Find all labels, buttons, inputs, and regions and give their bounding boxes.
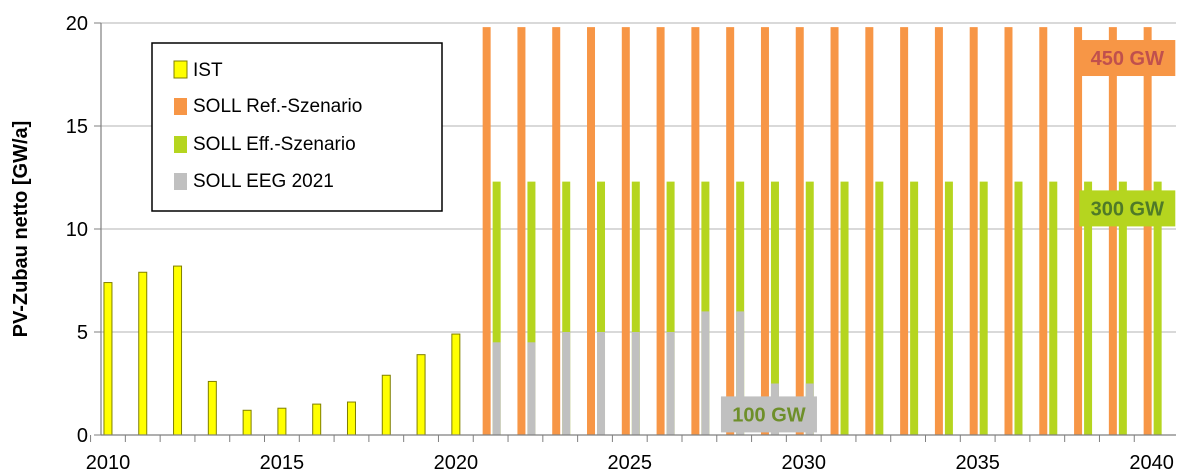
bar-2-2025: [631, 181, 640, 435]
bar-2-2037: [1049, 181, 1058, 435]
x-tick-label-2025: 2025: [608, 452, 653, 474]
bar-2-2024: [597, 181, 606, 435]
legend-swatch-eeg: [174, 173, 187, 190]
bar-1-2027: [691, 27, 700, 436]
bar-1-2033: [900, 27, 909, 436]
bar-2-2036: [1014, 181, 1023, 435]
legend-label-eff: SOLL Eff.-Szenario: [193, 134, 356, 155]
legend-item-ref: SOLL Ref.-Szenario: [174, 96, 362, 117]
bar-3-2026: [666, 332, 675, 435]
y-tick-label-20: 20: [66, 13, 88, 35]
x-tick-label-2015: 2015: [260, 452, 305, 474]
legend: IST SOLL Ref.-Szenario SOLL Eff.-Szenari…: [151, 42, 443, 212]
legend-swatch-eff: [174, 136, 187, 153]
bar-2-2022: [527, 181, 536, 435]
x-tick-label-2040: 2040: [1129, 452, 1174, 474]
bar-1-2022: [517, 27, 526, 436]
legend-swatch-ref: [174, 98, 187, 115]
x-tick-label-2035: 2035: [955, 452, 1000, 474]
bar-0-2016: [312, 403, 322, 436]
annotation-label-0: 450 GW: [1091, 48, 1164, 70]
x-tick-label-2020: 2020: [434, 452, 479, 474]
bar-2-2023: [562, 181, 571, 435]
bar-1-2038: [1074, 27, 1083, 436]
legend-label-ref: SOLL Ref.-Szenario: [193, 96, 362, 117]
annotation-label-1: 300 GW: [1091, 198, 1164, 220]
legend-label-ist: IST: [193, 60, 223, 81]
bar-1-2039: [1108, 27, 1117, 436]
bar-1-2036: [1004, 27, 1013, 436]
bar-1-2028: [726, 27, 735, 436]
bar-2-2032: [875, 181, 884, 435]
bar-0-2015: [277, 407, 287, 436]
legend-box: [151, 42, 443, 212]
bar-3-2021: [492, 342, 501, 435]
bar-1-2021: [482, 27, 491, 436]
bar-0-2020: [451, 333, 461, 436]
bar-2-2038: [1084, 181, 1093, 435]
legend-item-eff: SOLL Eff.-Szenario: [174, 134, 356, 155]
bar-2-2021: [492, 181, 501, 435]
bar-3-2024: [597, 332, 606, 435]
bar-0-2010: [103, 282, 113, 436]
bar-1-2031: [830, 27, 839, 436]
bar-3-2027: [701, 311, 710, 435]
bar-3-2023: [562, 332, 571, 435]
bar-2-2028: [736, 181, 745, 435]
bar-2-2027: [701, 181, 710, 435]
bar-2-2031: [840, 181, 849, 435]
legend-swatch-ist: [173, 60, 188, 79]
bar-2-2035: [979, 181, 988, 435]
bar-0-2012: [173, 265, 183, 436]
legend-label-eeg: SOLL EEG 2021: [193, 171, 334, 192]
bar-2-2040: [1153, 181, 1162, 435]
bar-1-2024: [587, 27, 596, 436]
bar-2-2029: [770, 181, 779, 435]
x-tick-label-2010: 2010: [86, 452, 131, 474]
bar-0-2014: [242, 409, 252, 436]
y-tick-label-15: 15: [66, 116, 88, 138]
bar-1-2023: [552, 27, 561, 436]
bar-2-2026: [666, 181, 675, 435]
axes: 0 5 10 15 20 2010 2015 2020 2025 2030 2035 2040: [66, 13, 1176, 474]
annotations: 450 GW 300 GW 100 GW: [720, 40, 1176, 433]
bar-1-2034: [934, 27, 943, 436]
bar-3-2028: [736, 311, 745, 435]
legend-item-eeg: SOLL EEG 2021: [174, 171, 334, 192]
bar-1-2035: [969, 27, 978, 436]
bar-3-2022: [527, 342, 536, 435]
bar-2-2039: [1118, 181, 1127, 435]
bar-0-2011: [138, 271, 148, 436]
bar-0-2017: [346, 401, 356, 436]
y-axis-label: PV-Zubau netto [GW/a]: [10, 121, 32, 338]
bar-1-2029: [760, 27, 769, 436]
bar-1-2030: [795, 27, 804, 436]
bar-1-2037: [1039, 27, 1048, 436]
annotation-box-0: [1079, 40, 1176, 77]
bar-1-2040: [1143, 27, 1152, 436]
bar-0-2019: [416, 354, 426, 436]
annotation-box-2: [720, 396, 817, 433]
y-tick-label-5: 5: [77, 322, 88, 344]
bar-3-2025: [631, 332, 640, 435]
annotation-label-2: 100 GW: [732, 404, 805, 426]
bar-1-2026: [656, 27, 665, 436]
bar-2-2034: [944, 181, 953, 435]
annotation-box-1: [1079, 190, 1176, 227]
bar-1-2025: [621, 27, 630, 436]
legend-item-ist: IST: [173, 60, 223, 81]
bar-2-2030: [805, 181, 814, 435]
y-tick-label-10: 10: [66, 219, 88, 241]
bar-0-2013: [207, 380, 217, 436]
bar-0-2018: [381, 374, 391, 436]
x-tick-label-2030: 2030: [782, 452, 827, 474]
bar-2-2033: [910, 181, 919, 435]
y-tick-label-0: 0: [77, 425, 88, 447]
bar-1-2032: [865, 27, 874, 436]
